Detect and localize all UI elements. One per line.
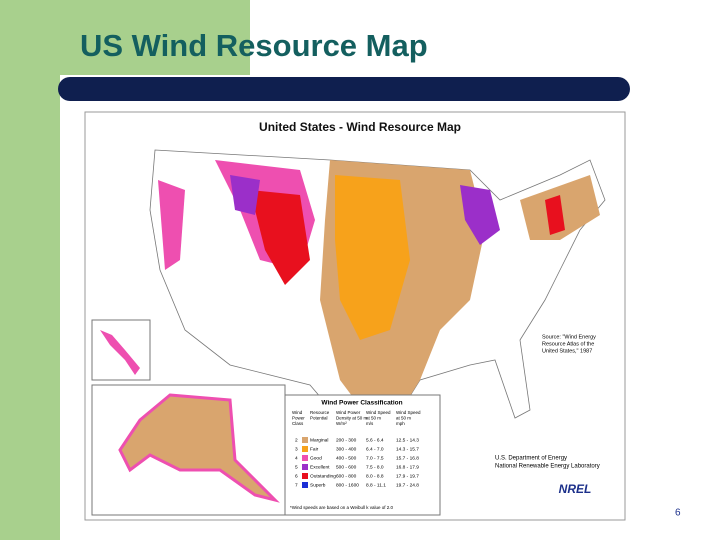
legend-header: Resource <box>310 410 330 415</box>
legend-cell: 6.4 - 7.0 <box>366 446 384 452</box>
legend-header: at 50 m <box>396 416 411 421</box>
source-line: Source: "Wind Energy <box>542 334 596 340</box>
legend-title: Wind Power Classification <box>321 400 402 407</box>
legend-cell: 5 <box>295 464 298 470</box>
legend-cell: 500 - 600 <box>336 464 357 470</box>
legend-cell: 800 - 1600 <box>336 482 359 488</box>
legend-swatch <box>302 482 308 488</box>
legend-header: Wind Speed <box>366 410 391 415</box>
legend-swatch <box>302 464 308 470</box>
agency-note: U.S. Department of Energy National Renewa… <box>495 456 600 470</box>
region-lakes <box>460 185 500 245</box>
legend-cell: 17.9 - 19.7 <box>396 473 419 479</box>
legend-cell: 14.3 - 15.7 <box>396 446 419 452</box>
legend-cell: 8.8 - 11.1 <box>366 482 386 488</box>
legend-cell: 7 <box>295 482 298 488</box>
legend-cell: 7.5 - 8.0 <box>366 464 384 470</box>
legend-cell: 2 <box>295 437 298 443</box>
map-title: United States - Wind Resource Map <box>259 120 461 134</box>
region-ne-peaks <box>545 195 565 235</box>
page-number: 6 <box>675 508 681 519</box>
legend-cell: Marginal <box>310 437 328 443</box>
nrel-logo: NREL <box>559 482 592 496</box>
region-coast <box>158 180 185 270</box>
legend-swatch <box>302 446 308 452</box>
legend-cell: 400 - 500 <box>336 455 357 461</box>
legend-header: Power <box>292 416 305 421</box>
legend-cell: 300 - 400 <box>336 446 357 452</box>
legend-cell: 12.5 - 14.3 <box>396 437 419 443</box>
region-fair <box>335 175 410 340</box>
legend-header: Wind Power <box>336 410 361 415</box>
legend-cell: 5.6 - 6.4 <box>366 437 384 443</box>
source-line: United States," 1987 <box>542 348 592 354</box>
legend-swatch <box>302 437 308 443</box>
legend-footnote: *Wind speeds are based on a Weibull k va… <box>290 505 393 510</box>
legend-header: Potential <box>310 416 328 421</box>
legend-cell: 3 <box>295 446 298 452</box>
legend-swatch <box>302 455 308 461</box>
legend-header: W/m² <box>336 421 347 426</box>
us-map <box>149 149 606 441</box>
alaska <box>118 393 280 503</box>
hawaii <box>100 330 140 375</box>
source-line: Resource Atlas of the <box>542 341 594 347</box>
legend-box <box>284 394 441 516</box>
region-outstanding <box>250 190 310 285</box>
legend-cell: 8.0 - 8.8 <box>366 473 384 479</box>
legend-cell: Outstanding <box>310 473 336 479</box>
legend-header: Wind Speed <box>396 410 421 415</box>
legend-cell: 7.0 - 7.5 <box>366 455 384 461</box>
legend-header: Class <box>292 421 304 426</box>
legend-cell: 200 - 300 <box>336 437 357 443</box>
title-bar <box>58 77 630 101</box>
legend-swatch <box>302 473 308 479</box>
legend-cell: Excellent <box>310 464 330 470</box>
agency-line: U.S. Department of Energy <box>495 456 567 462</box>
slide-title: US Wind Resource Map <box>80 28 428 63</box>
agency-line: National Renewable Energy Laboratory <box>495 464 600 470</box>
legend-cell: 6 <box>295 473 298 479</box>
legend-header: at 50 m <box>366 416 381 421</box>
legend-cell: 15.7 - 16.8 <box>396 455 419 461</box>
legend-header: Density at 50 m <box>336 416 368 421</box>
legend-cell: Superb <box>310 482 326 488</box>
legend-cell: 19.7 - 24.8 <box>396 482 419 488</box>
region-excellent <box>230 175 260 215</box>
accent-block <box>0 0 250 75</box>
legend-cell: Good <box>310 455 322 461</box>
legend-cell: 4 <box>295 455 298 461</box>
legend-header: mph <box>396 421 405 426</box>
legend-header: m/s <box>366 421 374 426</box>
legend-cell: 600 - 800 <box>336 473 357 479</box>
legend-cell: 16.8 - 17.9 <box>396 464 419 470</box>
accent-strip <box>0 75 60 540</box>
legend-cell: Fair <box>310 446 319 452</box>
legend-header: Wind <box>292 410 303 415</box>
